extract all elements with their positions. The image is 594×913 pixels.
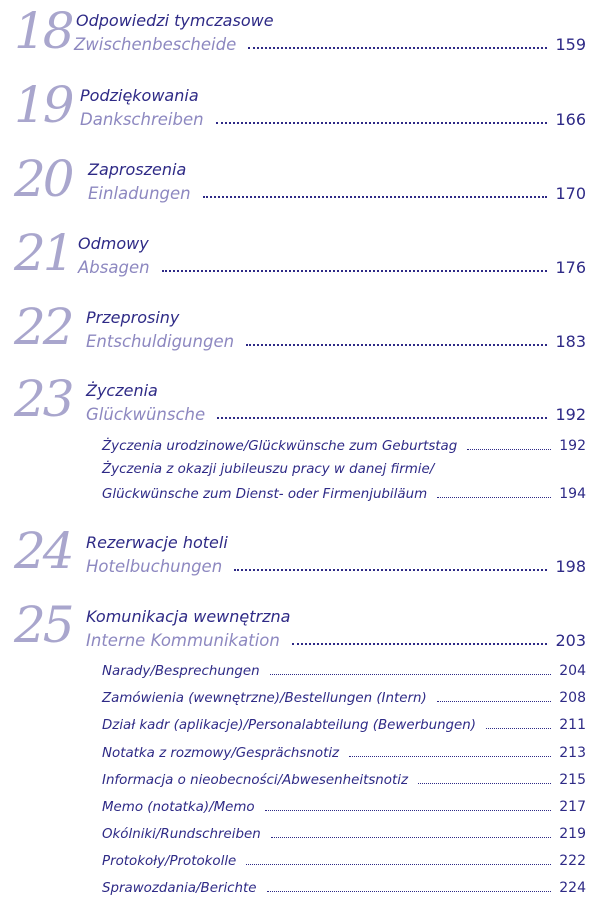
subentry-title: Protokoły/Protokolle [102,854,237,869]
chapter-title-german: Entschuldigungen [86,332,235,351]
page-number: 213 [559,745,586,761]
leader-dots [349,755,552,757]
leader-dots [270,836,552,838]
subentry-title: Życzenia urodzinowe/Glückwünsche zum Geb… [102,439,458,454]
toc-entry-link[interactable]: Entschuldigungen 183 [86,329,586,351]
toc-subentry-link[interactable]: Memo (notatka)/Memo 217 [102,797,586,815]
toc-subentry-link[interactable]: Życzenia urodzinowe/Glückwünsche zum Geb… [102,436,586,454]
leader-dots [467,448,552,450]
chapter-title-polish: Komunikacja wewnętrzna [86,607,291,626]
chapter-title-german: Dankschreiben [80,110,204,129]
chapter-title-german: Zwischenbescheide [74,35,237,54]
leader-dots [215,121,548,124]
page-number: 198 [555,557,586,576]
chapter-title-german: Absagen [78,258,150,277]
subentry-title: Notatka z rozmowy/Gesprächsnotiz [102,746,340,761]
leader-dots [486,727,552,729]
chapter-number: 20 [14,150,75,208]
chapter-title-polish: Rezerwacje hoteli [86,533,228,552]
page-number: 192 [559,438,586,454]
toc-entry-link[interactable]: Zwischenbescheide 159 [74,32,586,54]
toc-subentry-link[interactable]: Informacja o nieobecności/Abwesenheitsno… [102,770,586,788]
chapter-title-german: Hotelbuchungen [86,557,223,576]
subentry-title: Narady/Besprechungen [102,664,260,679]
toc-entry-link[interactable]: Dankschreiben 166 [80,107,586,129]
page-number: 219 [559,826,586,842]
toc-subentry-link[interactable]: Protokoły/Protokolle 222 [102,851,586,869]
chapter-title-polish: Podziękowania [80,86,199,105]
leader-dots [248,46,548,49]
chapter-number: 25 [14,596,75,654]
leader-dots [217,416,548,419]
page-number: 222 [559,853,586,869]
toc-entry-link[interactable]: Glückwünsche 192 [86,402,586,424]
page-number: 159 [555,35,586,54]
toc-subentry-link[interactable]: Okólniki/Rundschreiben 219 [102,824,586,842]
subentry-title: Informacja o nieobecności/Abwesenheitsno… [102,773,408,788]
page-number: 166 [555,110,586,129]
leader-dots [246,343,548,346]
toc-subentry-link[interactable]: Sprawozdania/Berichte 224 [102,878,586,896]
chapter-title-polish: Zaproszenia [88,160,187,179]
toc-subentry-link[interactable]: Dział kadr (aplikacje)/Personalabteilung… [102,715,586,733]
chapter-title-polish: Odpowiedzi tymczasowe [76,11,274,30]
chapter-title-polish: Życzenia [86,381,158,400]
page-number: 183 [555,332,586,351]
leader-dots [437,496,552,498]
chapter-title-german: Einladungen [88,184,191,203]
page-number: 194 [559,486,586,502]
chapter-title-german: Glückwünsche [86,405,206,424]
page-number: 211 [559,717,586,733]
chapter-number: 21 [14,224,75,282]
page-number: 176 [555,258,586,277]
toc-entry-link[interactable]: Hotelbuchungen 198 [86,554,586,576]
chapter-title-german: Interne Kommunikation [86,631,280,650]
page-number: 208 [559,690,586,706]
page-number: 204 [559,663,586,679]
leader-dots [266,890,552,892]
chapter-number: 22 [14,298,75,356]
chapter-title-polish: Przeprosiny [86,308,180,327]
leader-dots [291,642,548,645]
leader-dots [161,269,548,272]
leader-dots [264,809,552,811]
toc-subentry-link[interactable]: Narady/Besprechungen 204 [102,661,586,679]
leader-dots [234,568,548,571]
chapter-number: 19 [14,76,75,134]
leader-dots [269,673,552,675]
page-number: 215 [559,772,586,788]
toc-subentry-link[interactable]: Notatka z rozmowy/Gesprächsnotiz 213 [102,743,586,761]
leader-dots [436,700,552,702]
chapter-title-polish: Odmowy [78,234,149,253]
subentry-title: Sprawozdania/Berichte [102,881,257,896]
page-number: 217 [559,799,586,815]
page-number: 203 [555,631,586,650]
page-number: 224 [559,880,586,896]
subentry-title: Memo (notatka)/Memo [102,800,255,815]
chapter-number: 18 [14,2,75,60]
page-number: 170 [555,184,586,203]
leader-dots [202,195,548,198]
leader-dots [417,782,552,784]
subentry-title-line1: Życzenia z okazji jubileuszu pracy w dan… [102,462,435,477]
toc-subentry-link[interactable]: Zamówienia (wewnętrzne)/Bestellungen (In… [102,688,586,706]
leader-dots [246,863,552,865]
subentry-title: Glückwünsche zum Dienst- oder Firmenjubi… [102,487,428,502]
subentry-title: Zamówienia (wewnętrzne)/Bestellungen (In… [102,691,427,706]
subentry-title: Dział kadr (aplikacje)/Personalabteilung… [102,718,477,733]
toc-entry-link[interactable]: Interne Kommunikation 203 [86,628,586,650]
chapter-number: 24 [14,522,75,580]
chapter-number: 23 [14,370,75,428]
subentry-title: Okólniki/Rundschreiben [102,827,261,842]
toc-subentry-link[interactable]: Glückwünsche zum Dienst- oder Firmenjubi… [102,484,586,502]
toc-entry-link[interactable]: Einladungen 170 [88,181,586,203]
toc-entry-link[interactable]: Absagen 176 [78,255,586,277]
page-number: 192 [555,405,586,424]
